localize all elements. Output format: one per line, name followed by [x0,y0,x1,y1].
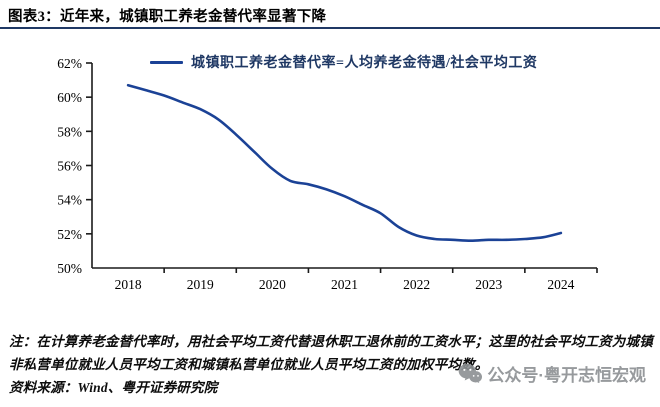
y-axis-label: 56% [57,159,82,174]
y-axis-label: 60% [57,90,82,105]
wechat-icon [458,363,483,384]
chart-source: 资料来源：Wind、粤开证券研究院 [9,380,218,395]
legend: 城镇职工养老金替代率=人均养老金待遇/社会平均工资 [150,52,537,72]
x-axis-label: 2024 [547,277,574,292]
watermark-text: 公众号·粤开志恒宏观 [487,366,646,385]
watermark: 公众号·粤开志恒宏观 [458,361,646,386]
data-series-line [126,83,563,243]
x-axis-label: 2023 [475,277,502,292]
y-axis-label: 50% [57,261,82,276]
y-axis-label: 52% [57,227,82,242]
legend-label: 城镇职工养老金替代率=人均养老金待遇/社会平均工资 [191,56,538,71]
legend-line-swatch [150,60,183,64]
x-axis-label: 2021 [331,277,358,292]
y-axis-label: 54% [57,193,82,208]
line-chart: 62% 60% 58% 56% 54% 52% 50% 2018 2019 2020 2021 202… [0,36,660,298]
x-axis-label: 2022 [403,277,430,292]
x-axis-label: 2020 [259,277,286,292]
figure-title: 图表3：近年来，城镇职工养老金替代率显著下降 [8,9,327,25]
y-axis-label: 58% [57,124,82,139]
title-divider [0,27,660,29]
chart-canvas: 62% 60% 58% 56% 54% 52% 50% 2018 2019 2020 2021 202… [57,56,598,292]
chart-note: 注：在计算养老金替代率时，用社会平均工资代替退休职工退休前的工资水平；这里的社会… [9,334,653,372]
x-axis-label: 2019 [187,277,214,292]
x-axis-label: 2018 [115,277,142,292]
y-axis-label: 62% [57,56,82,71]
